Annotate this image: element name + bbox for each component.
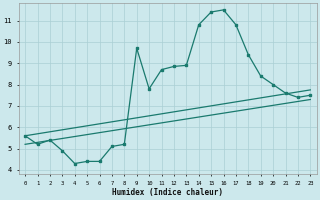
X-axis label: Humidex (Indice chaleur): Humidex (Indice chaleur) [112, 188, 223, 197]
